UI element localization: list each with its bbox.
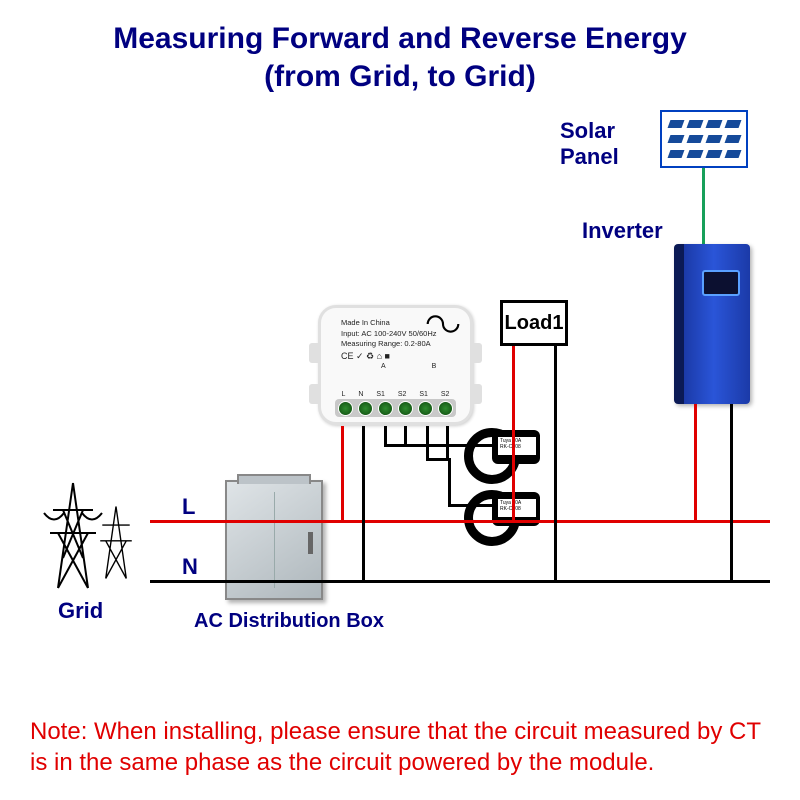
L-label: L xyxy=(182,494,195,520)
term-label: S1 xyxy=(419,391,428,398)
grid-pylon-icon xyxy=(92,495,140,590)
wire-inverter-N xyxy=(730,404,733,582)
dist-box-label: AC Distribution Box xyxy=(194,610,384,633)
term-label: S2 xyxy=(398,391,407,398)
wire-ct2-lead xyxy=(426,458,450,461)
meter-spec-text: Made In China Input: AC 100-240V 50/60Hz… xyxy=(341,318,450,372)
wire-meter-N xyxy=(362,426,365,582)
ct-clamp-1: Tuya 80ARK-CT08 xyxy=(492,430,540,464)
wire-solar-to-inverter xyxy=(702,168,705,244)
wire-load1-L xyxy=(512,346,515,522)
term-label: S1 xyxy=(376,391,385,398)
ct-label: Tuya 80ARK-CT08 xyxy=(498,499,536,517)
wire-inverter-L xyxy=(694,404,697,522)
page-title: Measuring Forward and Reverse Energy (fr… xyxy=(0,20,800,95)
meter-line2: Input: AC 100-240V 50/60Hz xyxy=(341,329,450,340)
inverter-icon xyxy=(674,244,750,404)
wire-L-bus xyxy=(150,520,770,523)
terminal-icon xyxy=(439,402,452,415)
terminal-icon xyxy=(359,402,372,415)
term-label: S2 xyxy=(441,391,450,398)
wire-ct2-lead xyxy=(448,458,451,506)
N-label: N xyxy=(182,554,198,580)
meter-marks: CE ✓ ♻ ⌂ ■ xyxy=(341,350,450,363)
inverter-label: Inverter xyxy=(582,218,663,244)
wire-ct2-lead xyxy=(426,426,429,460)
meter-terminals xyxy=(335,399,456,417)
wire-N-bus xyxy=(150,580,770,583)
wire-ct2-lead xyxy=(448,504,494,507)
grid-label: Grid xyxy=(58,598,103,624)
terminal-icon xyxy=(339,402,352,415)
wire-ct1-lead xyxy=(404,426,407,446)
wire-ct1-lead xyxy=(494,444,497,448)
wire-ct2-lead xyxy=(446,426,449,460)
energy-meter-module: Made In China Input: AC 100-240V 50/60Hz… xyxy=(318,305,473,425)
solar-panel-icon xyxy=(660,110,748,168)
term-label: N xyxy=(358,391,363,398)
meter-terminal-labels: L N S1 S2 S1 S2 xyxy=(335,391,456,398)
title-line2: (from Grid, to Grid) xyxy=(264,60,536,93)
terminal-icon xyxy=(419,402,432,415)
terminal-icon xyxy=(399,402,412,415)
terminal-icon xyxy=(379,402,392,415)
wire-ct1-lead xyxy=(384,426,387,446)
load1-box: Load1 xyxy=(500,300,568,346)
ct-label: Tuya 80ARK-CT08 xyxy=(498,437,536,455)
wire-ct1-lead xyxy=(384,444,494,447)
meter-chan-b: B xyxy=(432,362,437,372)
title-line1: Measuring Forward and Reverse Energy xyxy=(113,22,687,55)
installation-note: Note: When installing, please ensure tha… xyxy=(30,716,770,778)
solar-panel-label: Solar Panel xyxy=(560,118,619,170)
meter-chan-a: A xyxy=(381,362,386,372)
load1-label: Load1 xyxy=(505,312,564,335)
wire-meter-L xyxy=(341,426,344,522)
meter-line3: Measuring Range: 0.2-80A xyxy=(341,339,450,350)
term-label: L xyxy=(341,391,345,398)
wire-load1-N xyxy=(554,346,557,582)
meter-line1: Made In China xyxy=(341,318,450,329)
